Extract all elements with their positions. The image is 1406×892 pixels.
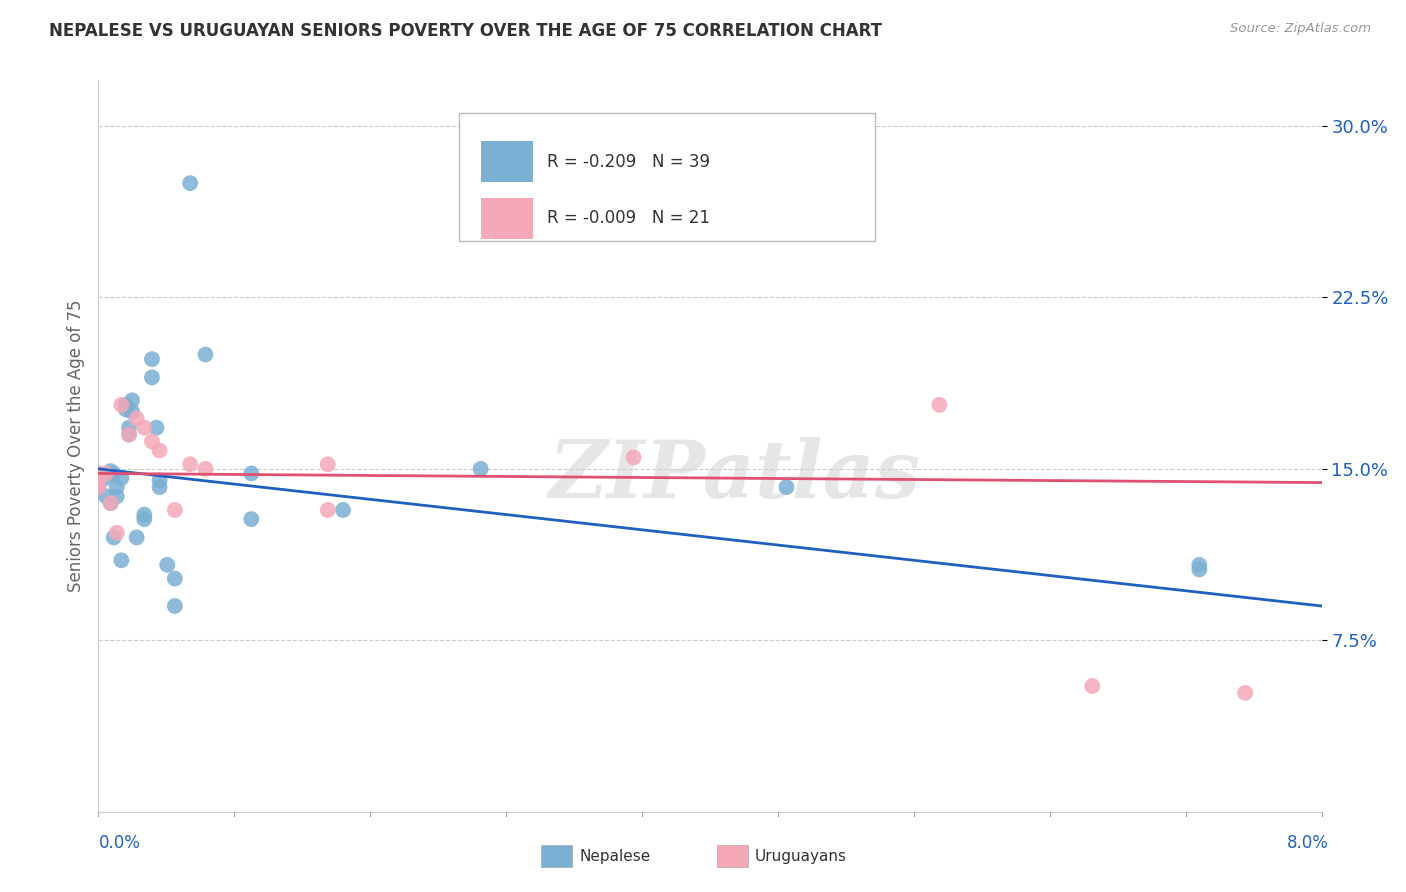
Point — [118, 427, 141, 442]
Point — [100, 464, 122, 478]
Point — [149, 443, 172, 458]
Point — [623, 450, 645, 465]
Point — [87, 473, 110, 487]
Point — [316, 503, 339, 517]
Point — [194, 348, 217, 362]
Point — [179, 176, 201, 190]
Text: 8.0%: 8.0% — [1286, 834, 1329, 852]
Point — [134, 421, 156, 435]
Text: 0.0%: 0.0% — [98, 834, 141, 852]
Point — [179, 458, 201, 472]
Point — [125, 530, 148, 544]
Point — [163, 503, 186, 517]
Point — [121, 393, 143, 408]
Point — [928, 398, 950, 412]
Point — [110, 553, 132, 567]
Point — [118, 421, 141, 435]
Point — [1188, 562, 1211, 576]
Point — [105, 489, 128, 503]
Point — [141, 352, 163, 367]
Point — [87, 480, 110, 494]
Point — [94, 489, 117, 503]
Point — [105, 480, 128, 494]
Point — [103, 530, 125, 544]
Point — [775, 480, 797, 494]
Point — [194, 462, 217, 476]
Point — [125, 411, 148, 425]
Point — [316, 458, 339, 472]
Point — [87, 480, 110, 494]
Point — [470, 462, 492, 476]
Point — [134, 508, 156, 522]
Point — [156, 558, 179, 572]
Text: Source: ZipAtlas.com: Source: ZipAtlas.com — [1230, 22, 1371, 36]
Point — [110, 398, 132, 412]
Point — [87, 473, 110, 487]
Text: ZIPatlas: ZIPatlas — [548, 436, 921, 514]
Text: Uruguayans: Uruguayans — [755, 849, 846, 863]
Point — [87, 467, 110, 481]
Text: Nepalese: Nepalese — [579, 849, 651, 863]
Bar — [481, 141, 533, 182]
Text: R = -0.209   N = 39: R = -0.209 N = 39 — [547, 153, 710, 171]
Point — [163, 599, 186, 613]
Point — [141, 370, 163, 384]
Bar — [481, 198, 533, 239]
Point — [240, 512, 263, 526]
Point — [1234, 686, 1257, 700]
Point — [149, 480, 172, 494]
Point — [94, 467, 117, 481]
Point — [163, 572, 186, 586]
Point — [110, 471, 132, 485]
Point — [1081, 679, 1104, 693]
Point — [149, 473, 172, 487]
Point — [118, 427, 141, 442]
Point — [1188, 558, 1211, 572]
Point — [141, 434, 163, 449]
Point — [115, 398, 138, 412]
Point — [100, 496, 122, 510]
Point — [121, 405, 143, 419]
Point — [115, 402, 138, 417]
Point — [105, 525, 128, 540]
Point — [103, 467, 125, 481]
FancyBboxPatch shape — [460, 113, 875, 241]
Point — [240, 467, 263, 481]
Point — [100, 496, 122, 510]
Y-axis label: Seniors Poverty Over the Age of 75: Seniors Poverty Over the Age of 75 — [66, 300, 84, 592]
Point — [145, 421, 167, 435]
Text: NEPALESE VS URUGUAYAN SENIORS POVERTY OVER THE AGE OF 75 CORRELATION CHART: NEPALESE VS URUGUAYAN SENIORS POVERTY OV… — [49, 22, 882, 40]
Point — [94, 471, 117, 485]
Point — [332, 503, 354, 517]
Text: R = -0.009   N = 21: R = -0.009 N = 21 — [547, 209, 710, 227]
Point — [87, 467, 110, 481]
Point — [134, 512, 156, 526]
